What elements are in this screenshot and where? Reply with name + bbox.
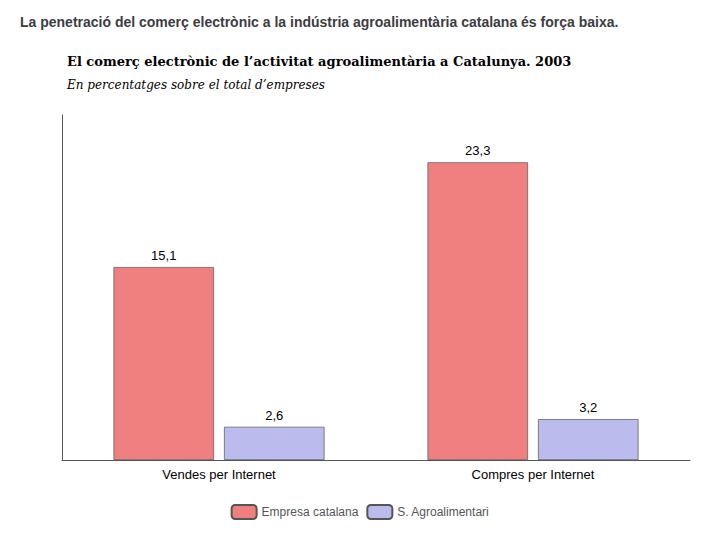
svg-text:2,6: 2,6: [265, 408, 283, 423]
svg-text:3,2: 3,2: [579, 400, 597, 415]
svg-text:Vendes per Internet: Vendes per Internet: [162, 467, 276, 482]
svg-text:Empresa catalana: Empresa catalana: [262, 505, 359, 519]
svg-text:23,3: 23,3: [465, 143, 490, 158]
svg-text:En percentatges sobre el total: En percentatges sobre el total d’emprese…: [66, 78, 325, 92]
svg-text:15,1: 15,1: [151, 248, 176, 263]
svg-text:La penetració del comerç elect: La penetració del comerç electrònic a la…: [20, 14, 618, 30]
svg-text:Compres per Internet: Compres per Internet: [472, 467, 595, 482]
svg-text:El comerç electrònic de l’acti: El comerç electrònic de l’activitat agro…: [67, 54, 571, 69]
svg-text:S. Agroalimentari: S. Agroalimentari: [397, 505, 488, 519]
